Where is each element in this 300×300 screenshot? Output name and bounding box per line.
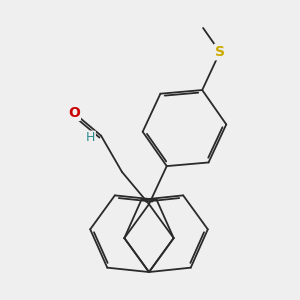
Text: S: S bbox=[215, 45, 225, 59]
Text: O: O bbox=[68, 106, 80, 120]
Text: H: H bbox=[86, 131, 95, 144]
